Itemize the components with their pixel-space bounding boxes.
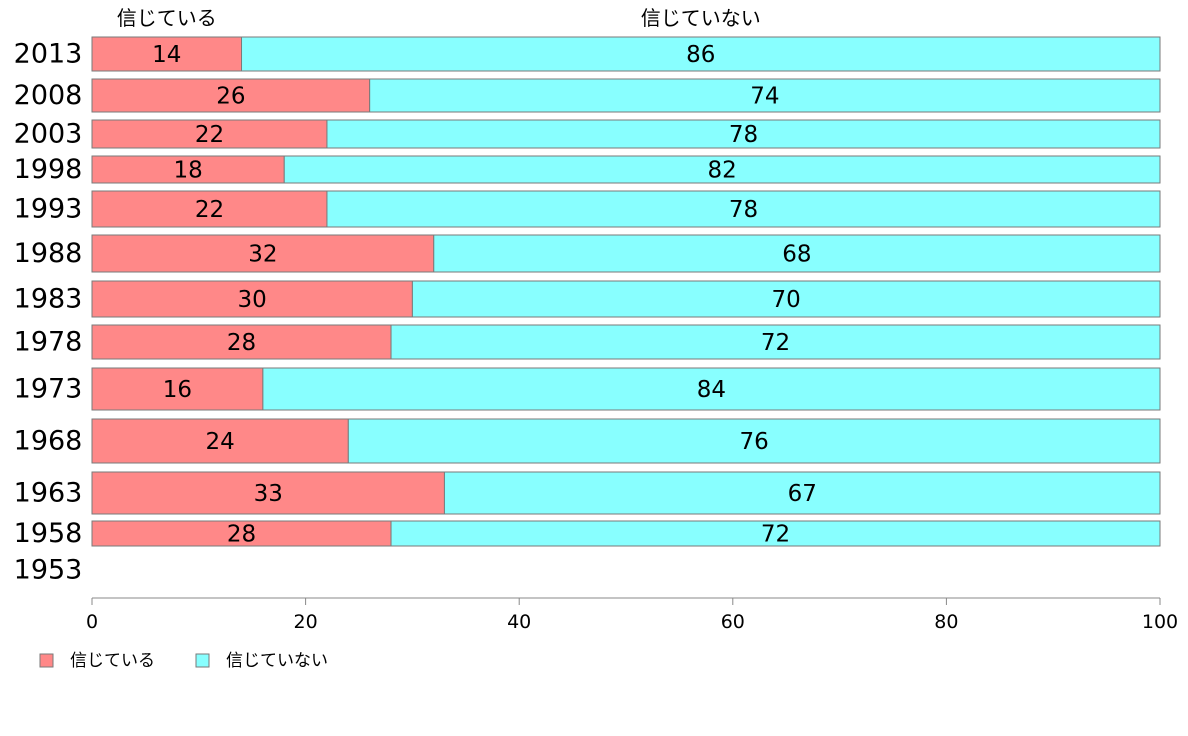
x-tick-label: 80 [934, 611, 958, 633]
legend-label: 信じていない [226, 651, 328, 671]
data-label: 72 [761, 330, 790, 356]
data-label: 33 [254, 481, 283, 507]
series-header: 信じていない [641, 6, 761, 30]
year-label: 2003 [14, 119, 83, 150]
data-label: 78 [729, 122, 758, 148]
data-label: 28 [227, 330, 256, 356]
bar-believe [91, 119, 328, 149]
bar-not-believe [369, 78, 1161, 113]
bar-believe [91, 155, 285, 184]
bar-not-believe [411, 280, 1161, 318]
bar-believe [91, 418, 349, 464]
data-label: 84 [697, 377, 726, 403]
data-label: 70 [772, 287, 801, 313]
legend-swatch [39, 653, 54, 668]
year-label: 1963 [14, 478, 83, 509]
bar-not-believe [390, 324, 1161, 360]
bar-believe [91, 190, 328, 228]
bar-believe [91, 471, 445, 515]
data-label: 28 [227, 522, 256, 548]
year-label: 1993 [14, 194, 83, 225]
x-tick-label: 20 [294, 611, 318, 633]
data-label: 22 [195, 197, 224, 223]
x-axis: 0 20 40 60 80 100 [86, 597, 1178, 633]
data-label: 22 [195, 122, 224, 148]
data-label: 30 [238, 287, 267, 313]
data-label: 14 [152, 42, 181, 68]
data-label: 82 [707, 158, 736, 184]
legend-label: 信じている [70, 651, 155, 671]
year-label: 1998 [14, 154, 83, 185]
bar-believe [91, 36, 243, 72]
year-label: 2008 [14, 80, 83, 111]
year-label: 1968 [14, 426, 83, 457]
bar-not-believe [390, 520, 1161, 547]
bar-believe [91, 367, 264, 411]
bar-not-believe [443, 471, 1161, 515]
year-label: 1973 [14, 374, 83, 405]
bar-not-believe [347, 418, 1161, 464]
legend: 信じている 信じていない [39, 651, 328, 671]
year-label: 1958 [14, 518, 83, 549]
data-label: 32 [248, 242, 277, 268]
data-label: 86 [686, 42, 715, 68]
bar-believe [91, 520, 392, 547]
bar-not-believe [283, 155, 1161, 184]
data-label: 74 [750, 84, 779, 110]
bar-not-believe [433, 234, 1161, 273]
x-tick-label: 100 [1142, 611, 1178, 633]
data-label: 68 [782, 242, 811, 268]
year-label: 1988 [14, 238, 83, 269]
year-label: 1983 [14, 284, 83, 315]
bar-believe [91, 280, 413, 318]
data-label: 76 [740, 429, 769, 455]
data-label: 18 [173, 158, 202, 184]
legend-swatch [195, 653, 210, 668]
data-label: 24 [206, 429, 235, 455]
bar-believe [91, 78, 371, 113]
data-label: 16 [163, 377, 192, 403]
x-tick-label: 60 [721, 611, 745, 633]
bars: 14 86 26 74 22 78 18 82 22 78 32 68 30 70 28 72 16 84 24 76… [91, 36, 1161, 548]
bar-not-believe [326, 190, 1161, 228]
series-header: 信じている [117, 6, 217, 30]
data-label: 26 [216, 84, 245, 110]
data-label: 72 [761, 522, 790, 548]
bar-not-believe [262, 367, 1161, 411]
x-tick-label: 0 [86, 611, 98, 633]
x-tick-label: 40 [507, 611, 531, 633]
bar-not-believe [241, 36, 1161, 72]
year-label: 2013 [14, 39, 83, 70]
bar-not-believe [326, 119, 1161, 149]
year-label: 1953 [14, 555, 83, 586]
data-label: 78 [729, 197, 758, 223]
data-label: 67 [788, 481, 817, 507]
y-axis-labels: 2013 2008 2003 1998 1993 1988 1983 1978 1973 1968… [14, 39, 83, 586]
year-label: 1978 [14, 327, 83, 358]
series-headers: 信じている 信じていない [117, 6, 761, 30]
